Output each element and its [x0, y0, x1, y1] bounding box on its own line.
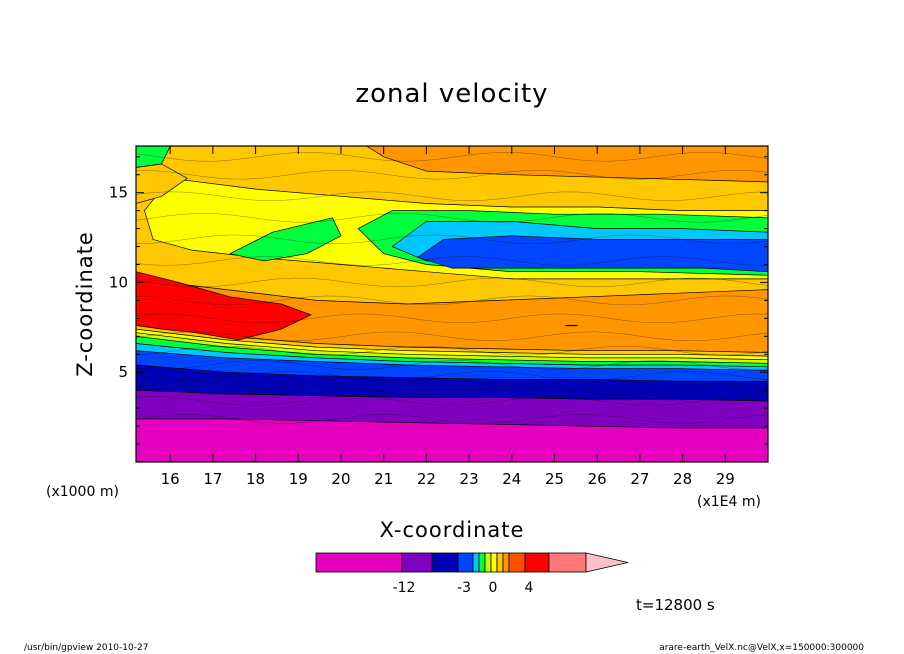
colorbar-segment	[457, 552, 474, 573]
y-ticks: 5 10 15	[109, 156, 768, 445]
colorbar-segment	[502, 552, 510, 573]
contour-line	[136, 256, 768, 266]
contour-region	[136, 271, 312, 341]
x-tick-label: 29	[716, 470, 735, 488]
colorbar-segment	[508, 552, 526, 573]
x-ticks: 16 17 18 19 20 21 22 23 24 25 26 27 28 29	[161, 146, 735, 488]
contour-line	[136, 385, 768, 395]
x-tick-label: 26	[588, 470, 607, 488]
contour-line	[136, 152, 768, 162]
contour-line	[136, 371, 768, 381]
contour-line	[136, 414, 768, 424]
x-tick-label: 28	[673, 470, 692, 488]
colorbar-segment	[478, 552, 486, 573]
contour-line	[136, 360, 768, 370]
colorbar-label: -3	[457, 580, 471, 596]
colorbar-segment	[548, 552, 587, 573]
footer-left: /usr/bin/gpview 2010-10-27	[24, 643, 148, 653]
y-tick-label: 10	[109, 273, 128, 291]
colorbar-segment	[315, 552, 403, 573]
contour-line	[136, 277, 768, 288]
colorbar-segment	[401, 552, 433, 573]
y-tick-label: 5	[118, 363, 128, 381]
y-axis-label: Z-coordinate	[73, 231, 97, 377]
contour-lines	[136, 152, 768, 424]
x-tick-label: 25	[545, 470, 564, 488]
footer-right: arare-earth_VelX.nc@VelX,x=150000:300000	[659, 643, 864, 653]
colorbar-segment	[490, 552, 498, 573]
contour-line	[136, 169, 768, 180]
x-tick-label: 22	[417, 470, 436, 488]
x-tick-label: 17	[203, 470, 222, 488]
contour-region	[417, 235, 768, 273]
contour-line	[136, 331, 768, 342]
x-tick-label: 24	[502, 470, 521, 488]
x-tick-label: 18	[246, 470, 265, 488]
x-tick-label: 20	[331, 470, 350, 488]
x-tick-label: 21	[374, 470, 393, 488]
contour-line	[136, 213, 768, 223]
colorbar-label: 4	[525, 580, 534, 596]
time-label: t=12800 s	[636, 596, 715, 614]
colorbar-extension	[585, 552, 629, 573]
y-tick-label: 15	[109, 184, 128, 202]
x-tick-label: 19	[289, 470, 308, 488]
x-tick-label: 23	[460, 470, 479, 488]
plot-frame	[135, 145, 769, 463]
colorbar-label: 0	[489, 580, 498, 596]
plot-area: 16 17 18 19 20 21 22 23 24 25 26 27 28 29 5 10 15	[109, 145, 769, 488]
contour-fills	[136, 146, 768, 462]
colorbar-label: -12	[393, 580, 416, 596]
contour-line	[136, 295, 768, 306]
x-axis-unit: (x1E4 m)	[697, 494, 761, 510]
contour-line	[136, 396, 768, 406]
colorbar: -12 -3 0 4	[315, 552, 629, 596]
x-axis-label: X-coordinate	[380, 518, 525, 542]
y-axis-unit: (x1000 m)	[46, 484, 119, 500]
x-tick-label: 16	[161, 470, 180, 488]
colorbar-segment	[484, 552, 492, 573]
colorbar-segment	[524, 552, 550, 573]
contour-line	[136, 345, 768, 356]
colorbar-segment	[496, 552, 504, 573]
chart-title: zonal velocity	[355, 79, 548, 109]
colorbar-segment	[472, 552, 480, 573]
contour-band	[136, 418, 768, 462]
contour-line	[136, 234, 768, 245]
contour-region	[229, 217, 342, 262]
contour-region	[136, 163, 188, 204]
x-tick-label: 27	[630, 470, 649, 488]
contour-region	[366, 146, 768, 183]
contour-line	[136, 191, 768, 202]
contour-line	[136, 313, 768, 324]
colorbar-segment	[431, 552, 459, 573]
